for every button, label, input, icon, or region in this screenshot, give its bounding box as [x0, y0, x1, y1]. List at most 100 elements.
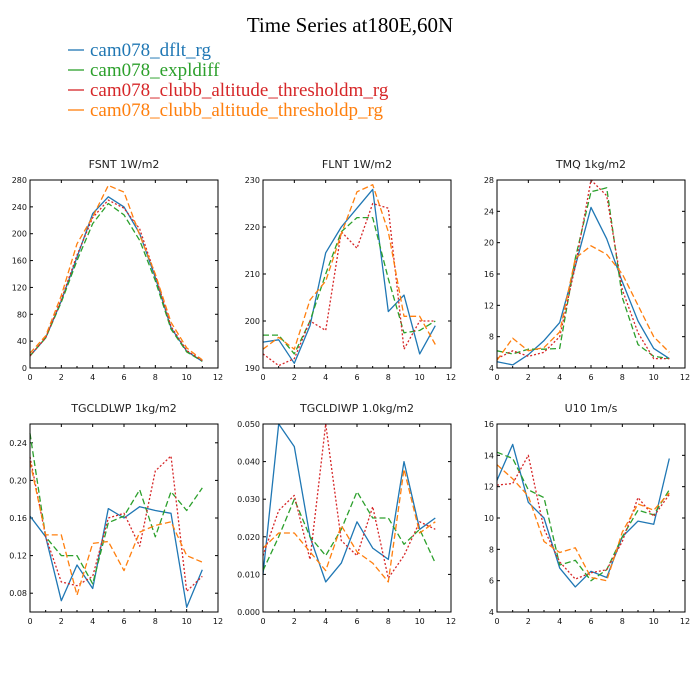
x-tick-label: 8: [386, 373, 391, 382]
x-tick-label: 6: [121, 373, 126, 382]
x-tick-label: 6: [354, 373, 359, 382]
legend-label: cam078_dflt_rg: [90, 40, 212, 61]
legend-label: cam078_clubb_altitude_thresholdm_rg: [90, 80, 389, 101]
x-tick-label: 8: [620, 617, 625, 626]
plot-frame: [29, 179, 219, 369]
y-tick-label: 8: [489, 333, 494, 342]
y-tick-label: 40: [17, 337, 27, 346]
legend: cam078_dflt_rg cam078_expldiff cam078_cl…: [68, 40, 389, 121]
series-line-3: [496, 179, 670, 360]
y-tick-label: 4: [489, 608, 494, 617]
x-tick-label: 6: [588, 373, 593, 382]
x-tick-label: 0: [27, 373, 32, 382]
x-tick-label: 4: [557, 373, 562, 382]
y-tick-label: 0.010: [237, 570, 260, 579]
legend-entry: cam078_dflt_rg: [68, 40, 212, 61]
series-line-1: [262, 423, 436, 583]
x-tick-label: 6: [121, 617, 126, 626]
series-line-2: [262, 491, 436, 571]
figure-title: Time Series at180E,60N: [247, 13, 453, 37]
x-tick-label: 2: [292, 373, 297, 382]
y-tick-label: 0.16: [9, 514, 27, 523]
plot-frame: [262, 179, 452, 369]
x-tick-label: 12: [213, 617, 223, 626]
y-tick-label: 0.24: [9, 439, 27, 448]
series-line-2: [496, 187, 670, 360]
series-line-4: [29, 461, 203, 596]
y-tick-label: 0.050: [237, 420, 260, 429]
y-tick-label: 0.020: [237, 533, 260, 542]
panel-title: FSNT 1W/m2: [89, 158, 160, 171]
y-tick-label: 12: [484, 483, 494, 492]
x-tick-label: 4: [90, 617, 95, 626]
y-tick-label: 220: [245, 223, 260, 232]
y-tick-label: 230: [245, 176, 260, 185]
legend-label: cam078_expldiff: [90, 60, 220, 81]
chart-panel: TGCLDLWP 1kg/m2 0 2 4 6 8 10 12 0.08 0.12 0.16 0.20…: [9, 402, 223, 626]
x-tick-label: 10: [182, 373, 192, 382]
series-line-1: [496, 206, 670, 366]
panel-title: U10 1m/s: [565, 402, 618, 415]
series-line-2: [496, 451, 670, 582]
y-tick-label: 240: [12, 203, 27, 212]
x-tick-label: 12: [680, 373, 690, 382]
x-tick-label: 2: [526, 373, 531, 382]
y-tick-label: 10: [484, 514, 494, 523]
x-tick-label: 12: [680, 617, 690, 626]
x-tick-label: 2: [526, 617, 531, 626]
y-tick-label: 120: [12, 283, 27, 292]
series-line-4: [496, 245, 670, 361]
x-tick-label: 8: [153, 617, 158, 626]
y-tick-label: 16: [484, 270, 494, 279]
y-tick-label: 0.040: [237, 458, 260, 467]
x-tick-label: 8: [620, 373, 625, 382]
plot-frame: [496, 423, 686, 613]
x-tick-label: 10: [649, 373, 659, 382]
series-line-4: [262, 468, 436, 583]
y-tick-label: 14: [484, 451, 494, 460]
chart-panel: U10 1m/s 0 2 4 6 8 10 12 4 6 8 10 12 14 16: [484, 402, 690, 626]
series-line-3: [262, 202, 436, 367]
y-tick-label: 16: [484, 420, 494, 429]
y-tick-label: 210: [245, 270, 260, 279]
x-tick-label: 0: [494, 617, 499, 626]
y-tick-label: 200: [12, 230, 27, 239]
y-tick-label: 20: [484, 239, 494, 248]
chart-panel: FLNT 1W/m2 0 2 4 6 8 10 12 190 200 210 220 230: [245, 158, 456, 382]
panel-title: TGCLDIWP 1.0kg/m2: [299, 402, 414, 415]
y-tick-label: 0.12: [9, 552, 27, 561]
y-tick-label: 80: [17, 310, 27, 319]
y-tick-label: 190: [245, 364, 260, 373]
series-line-2: [29, 202, 203, 362]
x-tick-label: 10: [415, 373, 425, 382]
y-tick-label: 12: [484, 301, 494, 310]
x-tick-label: 12: [446, 373, 456, 382]
x-tick-label: 8: [153, 373, 158, 382]
y-tick-label: 0.08: [9, 589, 27, 598]
x-tick-label: 8: [386, 617, 391, 626]
series-line-4: [262, 184, 436, 350]
panel-title: TMQ 1kg/m2: [555, 158, 626, 171]
legend-entry: cam078_expldiff: [68, 60, 220, 81]
x-tick-label: 2: [59, 373, 64, 382]
y-tick-label: 160: [12, 257, 27, 266]
panels: FSNT 1W/m20 2 4 6 8 10 1204080120160200240280F…: [9, 158, 690, 626]
x-tick-label: 0: [27, 617, 32, 626]
x-tick-label: 10: [415, 617, 425, 626]
y-tick-label: 24: [484, 207, 494, 216]
x-tick-label: 4: [90, 373, 95, 382]
y-tick-label: 6: [489, 577, 494, 586]
chart-panel: TGCLDIWP 1.0kg/m2 0 2 4 6 8 10 12 0.000 0.010 0.02…: [237, 402, 456, 626]
series-line-3: [262, 423, 436, 579]
y-tick-label: 0.000: [237, 608, 260, 617]
y-tick-label: 0.20: [9, 476, 27, 485]
y-tick-label: 200: [245, 317, 260, 326]
series-line-4: [29, 184, 203, 361]
series-line-3: [29, 455, 203, 592]
series-line-2: [29, 433, 203, 585]
x-tick-label: 6: [354, 617, 359, 626]
x-tick-label: 10: [649, 617, 659, 626]
x-tick-label: 12: [213, 373, 223, 382]
